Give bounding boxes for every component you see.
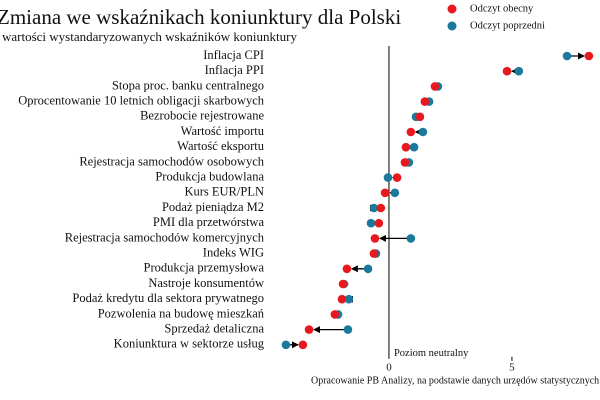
current-dot bbox=[298, 340, 308, 350]
y-tick-label: Oprocentowanie 10 letnich obligacji skar… bbox=[18, 93, 265, 107]
y-tick-label: Bezrobocie rejestrowane bbox=[140, 109, 264, 123]
current-dot bbox=[406, 127, 416, 137]
current-dot bbox=[401, 142, 411, 152]
y-tick-label: Wartość importu bbox=[181, 124, 265, 138]
current-dot bbox=[430, 82, 440, 91]
y-tick-label: Wartość eksportu bbox=[177, 139, 265, 153]
y-tick-label: Rejestracja samochodów komercyjnych bbox=[65, 230, 265, 244]
previous-dot bbox=[514, 66, 524, 76]
previous-dot bbox=[406, 234, 416, 243]
y-tick-label: Rejestracja samochodów osobowych bbox=[79, 154, 264, 168]
previous-dot bbox=[281, 340, 291, 350]
current-dot bbox=[415, 112, 425, 122]
previous-dot bbox=[363, 264, 373, 274]
annotation: Poziom neutralny bbox=[394, 348, 469, 359]
legend-marker bbox=[447, 21, 457, 31]
y-tick-label: Pozwolenia na budowę mieszkań bbox=[98, 306, 265, 320]
previous-dot bbox=[418, 127, 428, 137]
current-dot bbox=[304, 325, 314, 334]
source-note: Opracowanie PB Analizy, na podstawie dan… bbox=[311, 375, 599, 386]
current-dot bbox=[369, 249, 379, 258]
previous-dot bbox=[390, 188, 400, 198]
y-tick-label: Podaż pieniądza M2 bbox=[162, 200, 264, 214]
current-dot bbox=[330, 310, 340, 319]
y-tick-label: Produkcja przemysłowa bbox=[144, 261, 265, 275]
current-dot bbox=[392, 173, 402, 182]
y-tick-label: Indeks WIG bbox=[203, 245, 264, 259]
legend-label: Odczyt obecny bbox=[470, 3, 534, 14]
y-tick-label: PMI dla przetwórstwa bbox=[153, 215, 265, 229]
previous-dot bbox=[383, 173, 393, 182]
previous-dot bbox=[366, 218, 376, 228]
current-dot bbox=[502, 66, 512, 76]
current-dot bbox=[420, 97, 430, 106]
current-dot bbox=[337, 294, 347, 304]
previous-dot bbox=[409, 142, 419, 152]
chart-title: Zmiana we wskaźnikach koniunktury dla Po… bbox=[0, 5, 401, 29]
x-tick-label: 0 bbox=[386, 361, 392, 373]
y-tick-label: Sprzedaż detaliczna bbox=[164, 321, 264, 335]
y-tick-label: Produkcja budowlana bbox=[155, 169, 264, 183]
y-tick-label: Podaż kredytu dla sektora prywatnego bbox=[72, 291, 264, 305]
y-tick-label: Inflacja CPI bbox=[203, 48, 264, 62]
chart-subtitle: wartości wystandaryzowanych wskaźników k… bbox=[2, 29, 297, 44]
previous-dot bbox=[344, 294, 354, 304]
current-dot bbox=[370, 234, 380, 243]
current-dot bbox=[380, 188, 390, 198]
previous-dot bbox=[562, 51, 572, 61]
y-tick-label: Stopa proc. banku centralnego bbox=[112, 78, 264, 92]
legend-marker bbox=[447, 4, 457, 14]
y-tick-label: Inflacja PPI bbox=[205, 63, 264, 77]
current-dot bbox=[342, 264, 352, 274]
previous-dot bbox=[369, 203, 379, 213]
current-dot bbox=[584, 51, 594, 61]
y-tick-label: Nastroje konsumentów bbox=[148, 276, 264, 290]
current-dot bbox=[374, 218, 384, 228]
x-tick-label: 5 bbox=[509, 361, 515, 373]
previous-dot bbox=[343, 325, 353, 334]
current-dot bbox=[338, 279, 348, 289]
y-tick-label: Koniunktura w sektorze usług bbox=[114, 337, 265, 351]
y-tick-label: Kurs EUR/PLN bbox=[184, 185, 264, 199]
legend-label: Odczyt poprzedni bbox=[470, 20, 545, 31]
current-dot bbox=[400, 158, 410, 167]
current-dot bbox=[376, 203, 386, 213]
